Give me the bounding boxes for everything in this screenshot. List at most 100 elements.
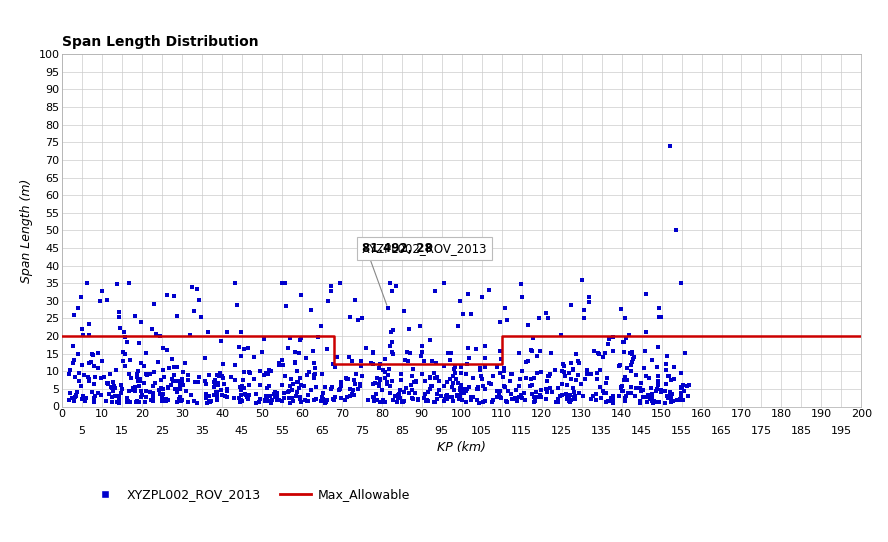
Point — [234, 395, 249, 404]
Point — [264, 398, 278, 407]
Point — [197, 353, 211, 362]
Point — [515, 393, 529, 402]
Point — [454, 369, 468, 377]
Point — [139, 386, 153, 395]
Point — [120, 393, 134, 402]
Point — [160, 346, 174, 354]
Point — [290, 366, 305, 375]
Point — [109, 366, 123, 375]
Point — [562, 369, 576, 378]
Point — [525, 390, 539, 398]
Point — [654, 385, 669, 394]
Point — [469, 345, 483, 353]
Point — [134, 387, 148, 396]
Point — [620, 364, 634, 372]
Point — [261, 370, 275, 378]
Point — [316, 395, 330, 404]
Point — [364, 359, 378, 368]
Point — [422, 397, 436, 405]
Point — [75, 394, 89, 403]
Point — [617, 348, 631, 357]
Point — [369, 389, 384, 398]
Point — [524, 375, 538, 383]
Point — [342, 353, 356, 362]
Point — [391, 398, 405, 406]
Point — [490, 392, 504, 401]
Point — [453, 384, 467, 392]
Point — [76, 391, 91, 400]
Point — [594, 394, 608, 403]
Point — [209, 388, 223, 396]
Point — [304, 386, 318, 395]
Point — [282, 382, 297, 390]
Point — [381, 304, 395, 312]
Point — [153, 332, 167, 340]
Point — [338, 373, 353, 382]
Point — [614, 382, 629, 391]
Point — [228, 376, 242, 384]
Point — [132, 398, 147, 406]
Point — [275, 279, 289, 287]
Point — [614, 382, 629, 391]
Point — [333, 385, 347, 393]
Point — [385, 287, 400, 295]
Point — [294, 291, 308, 299]
Point — [346, 386, 361, 395]
Point — [69, 392, 83, 401]
Point — [617, 338, 631, 347]
Point — [518, 396, 532, 404]
Point — [551, 395, 566, 403]
Point — [394, 370, 408, 378]
Point — [132, 339, 147, 347]
Point — [543, 372, 557, 380]
Point — [644, 383, 658, 392]
Point — [599, 374, 614, 383]
Point — [110, 280, 124, 288]
Point — [589, 395, 603, 404]
Point — [626, 355, 640, 364]
Point — [82, 359, 96, 367]
Point — [309, 382, 323, 391]
Point — [68, 393, 83, 402]
Point — [511, 382, 526, 391]
Point — [289, 358, 303, 366]
Point — [99, 397, 113, 405]
Point — [472, 366, 487, 375]
Point — [272, 360, 286, 369]
Point — [403, 349, 417, 357]
Point — [622, 348, 637, 357]
Point — [583, 370, 598, 378]
Point — [94, 373, 108, 382]
Point — [107, 382, 122, 391]
Point — [385, 377, 400, 385]
Point — [619, 334, 633, 343]
Point — [564, 301, 578, 309]
Point — [558, 367, 572, 376]
Point — [258, 368, 273, 377]
Point — [500, 398, 514, 406]
Point — [100, 379, 115, 388]
Point — [633, 383, 647, 392]
Point — [131, 376, 146, 385]
Point — [348, 296, 362, 305]
Point — [170, 398, 184, 406]
Point — [115, 380, 129, 389]
Point — [543, 370, 558, 378]
Point — [500, 315, 514, 324]
Point — [289, 391, 303, 400]
Point — [86, 351, 100, 360]
Point — [473, 372, 488, 380]
Point — [220, 393, 234, 402]
Point — [202, 397, 216, 405]
Point — [354, 371, 369, 380]
Point — [461, 344, 475, 352]
Point — [198, 393, 212, 402]
Point — [680, 391, 694, 400]
Point — [619, 392, 633, 401]
Point — [368, 392, 382, 401]
Point — [128, 311, 142, 320]
Point — [597, 389, 611, 397]
Point — [405, 394, 419, 403]
Point — [439, 392, 453, 401]
Point — [176, 367, 190, 376]
